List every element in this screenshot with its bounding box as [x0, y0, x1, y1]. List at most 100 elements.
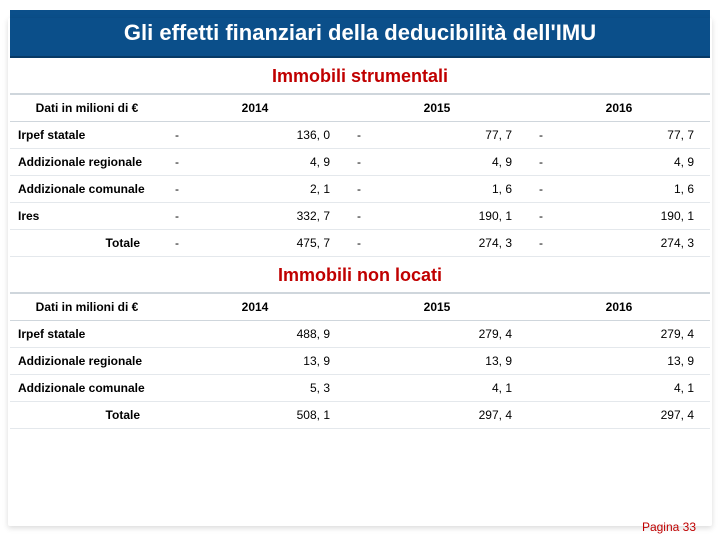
table-row: Addizionale regionale 13, 9 13, 9 13, 9: [10, 348, 710, 375]
cell: 13, 9: [528, 348, 710, 375]
negative-marker: -: [534, 236, 548, 250]
negative-marker: -: [352, 128, 366, 142]
cell-value: 279, 4: [352, 327, 522, 341]
cell: 13, 9: [346, 348, 528, 375]
cell-value: 279, 4: [534, 327, 704, 341]
table-row: Irpef statale488, 9 279, 4 279, 4: [10, 321, 710, 348]
sections-container: Immobili strumentaliDati in milioni di €…: [0, 58, 720, 429]
section-header: Immobili non locati: [10, 257, 710, 293]
cell-value: 136, 0: [184, 128, 340, 142]
cell: -77, 7: [528, 122, 710, 149]
row-label: Addizionale regionale: [10, 348, 164, 375]
cell: -136, 0: [164, 122, 346, 149]
table-row: Addizionale comunale 5, 3 4, 1 4, 1: [10, 375, 710, 402]
negative-marker: -: [534, 155, 548, 169]
cell: -190, 1: [528, 203, 710, 230]
cell: -4, 9: [346, 149, 528, 176]
cell-value: 332, 7: [184, 209, 340, 223]
cell: 4, 1: [346, 375, 528, 402]
row-label: Addizionale regionale: [10, 149, 164, 176]
row-label: Ires: [10, 203, 164, 230]
negative-marker: -: [170, 155, 184, 169]
row-label-head: Dati in milioni di €: [10, 95, 164, 122]
negative-marker: -: [170, 236, 184, 250]
cell: -475, 7: [164, 230, 346, 257]
table-row: Addizionale regionale-4, 9-4, 9-4, 9: [10, 149, 710, 176]
cell: -190, 1: [346, 203, 528, 230]
cell: -274, 3: [346, 230, 528, 257]
negative-marker: -: [352, 209, 366, 223]
cell-value: 274, 3: [548, 236, 704, 250]
cell: 297, 4: [346, 402, 528, 429]
cell-value: 13, 9: [352, 354, 522, 368]
negative-marker: -: [352, 236, 366, 250]
page-title: Gli effetti finanziari della deducibilit…: [10, 10, 710, 58]
cell: -274, 3: [528, 230, 710, 257]
cell-value: 1, 6: [548, 182, 704, 196]
cell: -4, 9: [528, 149, 710, 176]
table-row: Totale-475, 7-274, 3-274, 3: [10, 230, 710, 257]
negative-marker: -: [170, 128, 184, 142]
cell: 488, 9: [164, 321, 346, 348]
cell-value: 4, 9: [184, 155, 340, 169]
cell: -4, 9: [164, 149, 346, 176]
cell-value: 4, 1: [352, 381, 522, 395]
negative-marker: -: [534, 209, 548, 223]
cell-value: 13, 9: [170, 354, 340, 368]
cell: 508, 1: [164, 402, 346, 429]
data-table: Dati in milioni di €201420152016Irpef st…: [10, 293, 710, 429]
negative-marker: -: [534, 128, 548, 142]
table-row: Irpef statale-136, 0-77, 7-77, 7: [10, 122, 710, 149]
cell-value: 2, 1: [184, 182, 340, 196]
cell: 5, 3: [164, 375, 346, 402]
cell-value: 190, 1: [366, 209, 522, 223]
cell-value: 13, 9: [534, 354, 704, 368]
cell-value: 4, 9: [548, 155, 704, 169]
year-head: 2015: [346, 294, 528, 321]
row-label: Addizionale comunale: [10, 176, 164, 203]
row-label-head: Dati in milioni di €: [10, 294, 164, 321]
slide: Gli effetti finanziari della deducibilit…: [0, 10, 720, 550]
year-head: 2014: [164, 294, 346, 321]
cell: -1, 6: [528, 176, 710, 203]
cell-value: 190, 1: [548, 209, 704, 223]
cell: 279, 4: [346, 321, 528, 348]
negative-marker: -: [534, 182, 548, 196]
page-footer: Pagina 33: [642, 520, 696, 534]
table-row: Totale 508, 1 297, 4 297, 4: [10, 402, 710, 429]
section-header: Immobili strumentali: [10, 58, 710, 94]
cell-value: 297, 4: [534, 408, 704, 422]
cell: 4, 1: [528, 375, 710, 402]
row-label: Totale: [10, 230, 164, 257]
cell-value: 77, 7: [366, 128, 522, 142]
cell: 279, 4: [528, 321, 710, 348]
cell: -332, 7: [164, 203, 346, 230]
cell-value: 77, 7: [548, 128, 704, 142]
year-head: 2015: [346, 95, 528, 122]
negative-marker: -: [352, 182, 366, 196]
row-label: Addizionale comunale: [10, 375, 164, 402]
cell-value: 4, 1: [534, 381, 704, 395]
table-row: Addizionale comunale-2, 1-1, 6-1, 6: [10, 176, 710, 203]
cell: 297, 4: [528, 402, 710, 429]
year-head: 2016: [528, 294, 710, 321]
cell-value: 274, 3: [366, 236, 522, 250]
data-table: Dati in milioni di €201420152016 Irpef st…: [10, 94, 710, 257]
row-label: Totale: [10, 402, 164, 429]
cell: -77, 7: [346, 122, 528, 149]
table-row: Ires-332, 7-190, 1-190, 1: [10, 203, 710, 230]
negative-marker: -: [352, 155, 366, 169]
negative-marker: -: [170, 182, 184, 196]
cell-value: 297, 4: [352, 408, 522, 422]
row-label: Irpef statale: [10, 122, 164, 149]
row-label: Irpef statale: [10, 321, 164, 348]
cell: -2, 1: [164, 176, 346, 203]
cell-value: 5, 3: [170, 381, 340, 395]
cell-value: 4, 9: [366, 155, 522, 169]
cell-value: 1, 6: [366, 182, 522, 196]
year-head: 2016: [528, 95, 710, 122]
cell-value: 508, 1: [170, 408, 340, 422]
year-head: 2014: [164, 95, 346, 122]
cell-value: 475, 7: [184, 236, 340, 250]
negative-marker: -: [170, 209, 184, 223]
